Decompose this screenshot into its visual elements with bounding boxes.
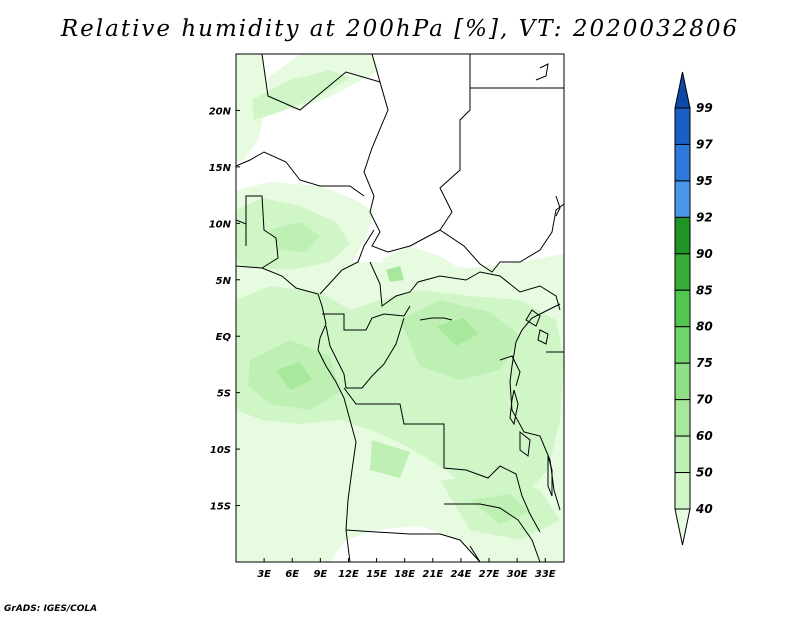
rh-50-region — [252, 70, 350, 120]
border — [319, 229, 375, 295]
border — [325, 317, 405, 389]
colorbar-label: 50 — [696, 466, 713, 480]
rh-70-region — [436, 318, 478, 346]
border — [499, 355, 521, 387]
colorbar-label: 99 — [696, 101, 713, 115]
border — [245, 195, 279, 269]
rh-40-region — [380, 246, 456, 272]
border — [469, 545, 481, 562]
colorbar-label: 97 — [696, 137, 713, 151]
rh-70-region — [386, 266, 404, 282]
colorbar-box — [674, 107, 691, 145]
border — [439, 54, 471, 231]
colorbar-box — [674, 143, 691, 182]
colorbar-min-triangle — [674, 508, 691, 546]
colorbar-label: 70 — [696, 393, 713, 407]
lat-tick-label: 5N — [216, 276, 232, 287]
border — [236, 151, 365, 197]
colorbar-box — [674, 216, 691, 255]
colorbar-label: 85 — [696, 283, 713, 297]
lon-tick-label: 6E — [285, 569, 299, 580]
country-boundaries — [236, 54, 564, 562]
humidity-field — [236, 54, 564, 562]
lat-tick-label: 20N — [209, 106, 232, 117]
colorbar-box — [674, 435, 691, 474]
colorbar-label: 90 — [696, 247, 713, 261]
colorbar-max-triangle — [674, 71, 691, 109]
lake — [525, 309, 541, 327]
rh-70-region — [276, 362, 312, 390]
colorbar-box — [674, 326, 691, 364]
border — [322, 305, 411, 331]
longitude-axis: 3E 6E 9E 12E 15E 18E 21E 24E 27E 30E 33E — [257, 558, 556, 580]
coast-east — [535, 63, 549, 81]
lon-tick-label: 3E — [257, 569, 271, 580]
rh-40-region — [236, 54, 268, 162]
border — [363, 81, 564, 273]
colorbar-label: 40 — [695, 502, 713, 516]
lon-tick-label: 12E — [338, 569, 359, 580]
border — [509, 341, 561, 511]
colorbar-box — [674, 253, 691, 291]
lat-tick-label: 5S — [217, 389, 231, 400]
border — [345, 529, 481, 562]
map-frame — [235, 53, 565, 563]
lon-tick-label: 30E — [507, 569, 528, 580]
lat-tick-label: 10S — [210, 445, 231, 456]
lake — [547, 455, 553, 497]
rh-60-region — [470, 494, 530, 524]
border — [369, 261, 561, 311]
border — [236, 219, 247, 225]
border — [515, 303, 561, 343]
colorbar-box — [674, 399, 691, 437]
lake — [509, 389, 519, 426]
grads-credit: GrADS: IGES/COLA — [4, 604, 98, 614]
lake — [519, 430, 531, 457]
colorbar-box — [674, 362, 691, 401]
rh-60-region — [270, 222, 320, 252]
colorbar-label: 95 — [696, 174, 713, 188]
border — [261, 54, 381, 111]
rh-60-region — [370, 440, 410, 478]
colorbar-label: 60 — [696, 429, 713, 443]
lat-tick-label: 15N — [209, 163, 232, 174]
lon-tick-label: 24E — [451, 569, 472, 580]
map-title: Relative humidity at 200hPa [%], VT: 202… — [60, 16, 740, 42]
colorbar-box — [674, 180, 691, 218]
colorbar-label: 75 — [696, 356, 713, 370]
lon-tick-label: 18E — [394, 569, 415, 580]
lon-tick-label: 9E — [313, 569, 327, 580]
coast-east — [555, 195, 561, 217]
river — [419, 317, 453, 321]
border — [444, 503, 541, 562]
lat-tick-label: EQ — [216, 332, 232, 343]
border — [343, 387, 541, 533]
lat-tick-label: 10N — [209, 219, 232, 230]
lon-tick-label: 15E — [366, 569, 387, 580]
lon-tick-label: 21E — [422, 569, 443, 580]
coastline — [236, 265, 357, 562]
lon-tick-label: 27E — [479, 569, 500, 580]
lat-tick-label: 15S — [210, 502, 231, 513]
colorbar-label: 80 — [696, 320, 713, 334]
latitude-axis: 20N 15N 10N 5N EQ 5S 10S 15S — [209, 106, 240, 513]
lon-tick-label: 33E — [535, 569, 556, 580]
colorbar-box — [674, 472, 691, 510]
colorbar: 40 50 60 70 75 80 85 90 92 95 97 99 — [674, 71, 713, 546]
colorbar-label: 92 — [696, 210, 713, 224]
lake — [537, 329, 549, 345]
colorbar-box — [674, 289, 691, 328]
